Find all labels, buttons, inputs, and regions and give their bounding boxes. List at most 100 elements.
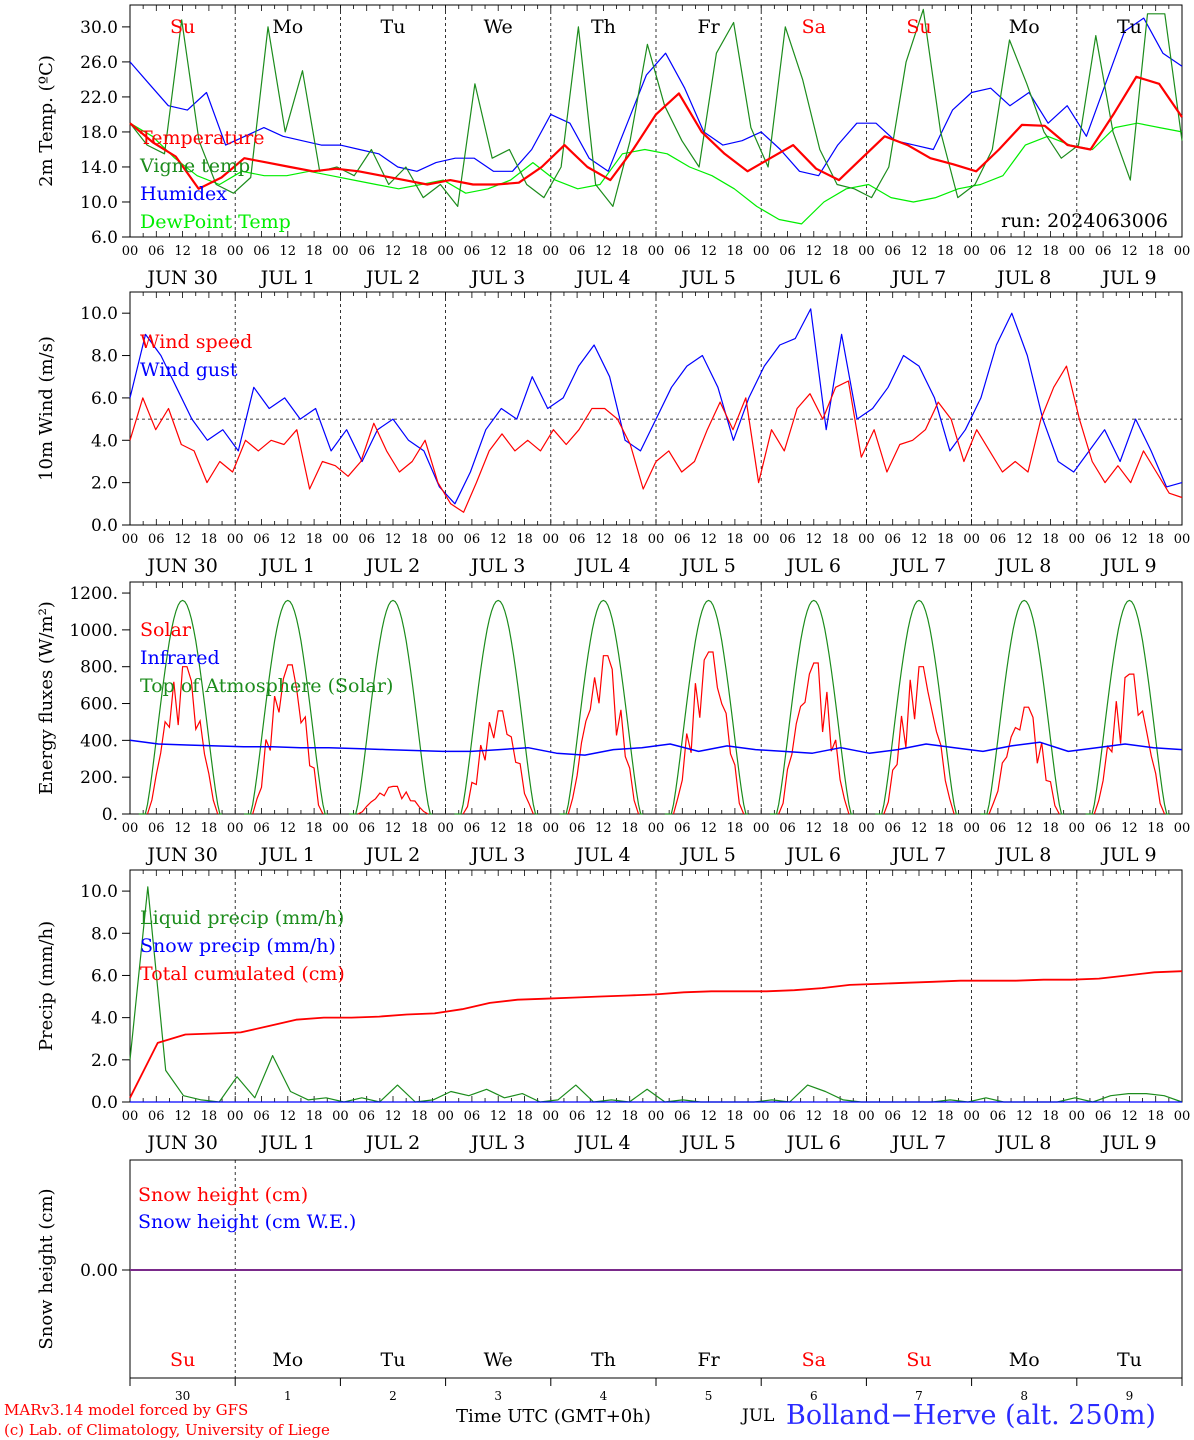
date-label: JUL 7 (890, 844, 946, 866)
y-tick-label: 8.0 (91, 347, 118, 367)
hour-tick-label: 12 (385, 821, 402, 836)
date-label: JUL 9 (1100, 844, 1156, 866)
hour-tick-label: 12 (595, 244, 612, 259)
hour-tick-label: 12 (911, 532, 928, 547)
hour-tick-label: 18 (1042, 1109, 1059, 1124)
hour-tick-label: 06 (464, 532, 481, 547)
hour-tick-label: 00 (648, 532, 665, 547)
hour-tick-label: 06 (569, 244, 586, 259)
date-label: JUL 1 (259, 267, 315, 289)
hour-tick-label: 06 (569, 532, 586, 547)
y-axis-label-1: 10m Wind (m/s) (36, 336, 57, 481)
date-label: JUL 5 (679, 1132, 735, 1154)
hour-tick-label: 18 (1147, 1109, 1164, 1124)
date-label: JUL 6 (785, 844, 841, 866)
hour-tick-label: 18 (621, 244, 638, 259)
hour-tick-label: 06 (884, 821, 901, 836)
model-credits: MARv3.14 model forced by GFS (c) Lab. of… (4, 1400, 330, 1440)
hour-tick-label: 00 (543, 821, 560, 836)
weekday-label: Mo (1009, 16, 1040, 38)
hour-tick-label: 00 (753, 532, 770, 547)
y-axis-label-4: Snow height (cm) (36, 1188, 57, 1349)
hour-tick-label: 00 (1069, 244, 1086, 259)
hour-tick-label: 06 (779, 244, 796, 259)
day-number-label: 5 (705, 1389, 713, 1403)
hour-tick-label: 00 (963, 821, 980, 836)
y-tick-label: 800. (80, 658, 118, 678)
hour-tick-label: 06 (569, 821, 586, 836)
hour-tick-label: 18 (621, 532, 638, 547)
date-label: JUL 6 (785, 267, 841, 289)
hour-tick-label: 00 (858, 1109, 875, 1124)
hour-tick-label: 00 (1069, 532, 1086, 547)
run-label: run: 2024063006 (1001, 210, 1168, 232)
hour-tick-label: 12 (490, 821, 507, 836)
hour-tick-label: 12 (174, 1109, 191, 1124)
solar-line (146, 666, 219, 815)
weekday-label: Tu (381, 16, 406, 38)
hour-tick-label: 12 (1016, 244, 1033, 259)
hour-tick-label: 12 (806, 1109, 823, 1124)
hour-tick-label: 00 (437, 1109, 454, 1124)
weekday-label: Su (906, 16, 931, 38)
hour-tick-label: 12 (911, 821, 928, 836)
hour-tick-label: 18 (832, 244, 849, 259)
toa-solar-line (454, 599, 538, 815)
date-label: JUL 8 (995, 1132, 1051, 1154)
date-label: JUL 2 (364, 267, 420, 289)
date-label: JUL 8 (995, 555, 1051, 577)
day-number-label: 6 (810, 1389, 818, 1403)
toa-solar-line (1085, 599, 1169, 815)
hour-tick-label: 12 (700, 244, 717, 259)
hour-tick-label: 00 (648, 821, 665, 836)
y-tick-label: 0.00 (80, 1261, 118, 1281)
date-label: JUL 2 (364, 844, 420, 866)
hour-tick-label: 12 (595, 821, 612, 836)
toa-solar-line (664, 599, 749, 815)
hour-tick-label: 12 (1121, 821, 1138, 836)
hour-tick-label: 00 (332, 244, 349, 259)
weekday-label: Th (591, 1349, 616, 1371)
hour-tick-label: 00 (122, 244, 139, 259)
y-tick-label: 30.0 (80, 18, 118, 38)
y-tick-label: 200. (80, 768, 118, 788)
hour-tick-label: 18 (727, 821, 744, 836)
hour-tick-label: 00 (437, 821, 454, 836)
hour-tick-label: 18 (727, 1109, 744, 1124)
day-number-label: 3 (494, 1389, 502, 1403)
hour-tick-label: 18 (306, 821, 323, 836)
hour-tick-label: 00 (227, 821, 244, 836)
y-tick-label: 0.0 (91, 516, 118, 536)
weekday-label: Sa (802, 16, 826, 38)
legend-entry: Wind speed (140, 331, 252, 353)
date-label: JUL 7 (890, 555, 946, 577)
hour-tick-label: 18 (201, 244, 218, 259)
hour-tick-label: 00 (963, 244, 980, 259)
toa-solar-line (770, 599, 854, 815)
toa-solar-line (138, 599, 223, 815)
hour-tick-label: 12 (806, 821, 823, 836)
hour-tick-label: 00 (437, 244, 454, 259)
total-cumulated-line (129, 970, 1183, 1099)
date-label: JUL 3 (469, 555, 525, 577)
vigne-temp-line (129, 8, 1183, 207)
legend-entry: Top of Atmosphere (Solar) (140, 675, 393, 697)
hour-tick-label: 06 (779, 1109, 796, 1124)
temperature-line (129, 75, 1183, 190)
weekday-label: We (484, 1349, 513, 1371)
hour-tick-label: 18 (1042, 244, 1059, 259)
date-label: JUL 3 (469, 844, 525, 866)
legend-entry: DewPoint Temp (140, 211, 291, 233)
hour-tick-label: 18 (621, 1109, 638, 1124)
hour-tick-label: 12 (174, 821, 191, 836)
hour-tick-label: 18 (832, 532, 849, 547)
y-tick-label: 6.0 (91, 228, 118, 248)
hour-tick-label: 06 (1095, 821, 1112, 836)
hour-tick-label: 06 (148, 532, 165, 547)
hour-tick-label: 06 (464, 821, 481, 836)
date-label: JUL 9 (1100, 555, 1156, 577)
y-tick-label: 6.0 (91, 966, 118, 986)
date-label: JUL 5 (679, 555, 735, 577)
solar-line (567, 655, 640, 815)
hour-tick-label: 12 (174, 532, 191, 547)
